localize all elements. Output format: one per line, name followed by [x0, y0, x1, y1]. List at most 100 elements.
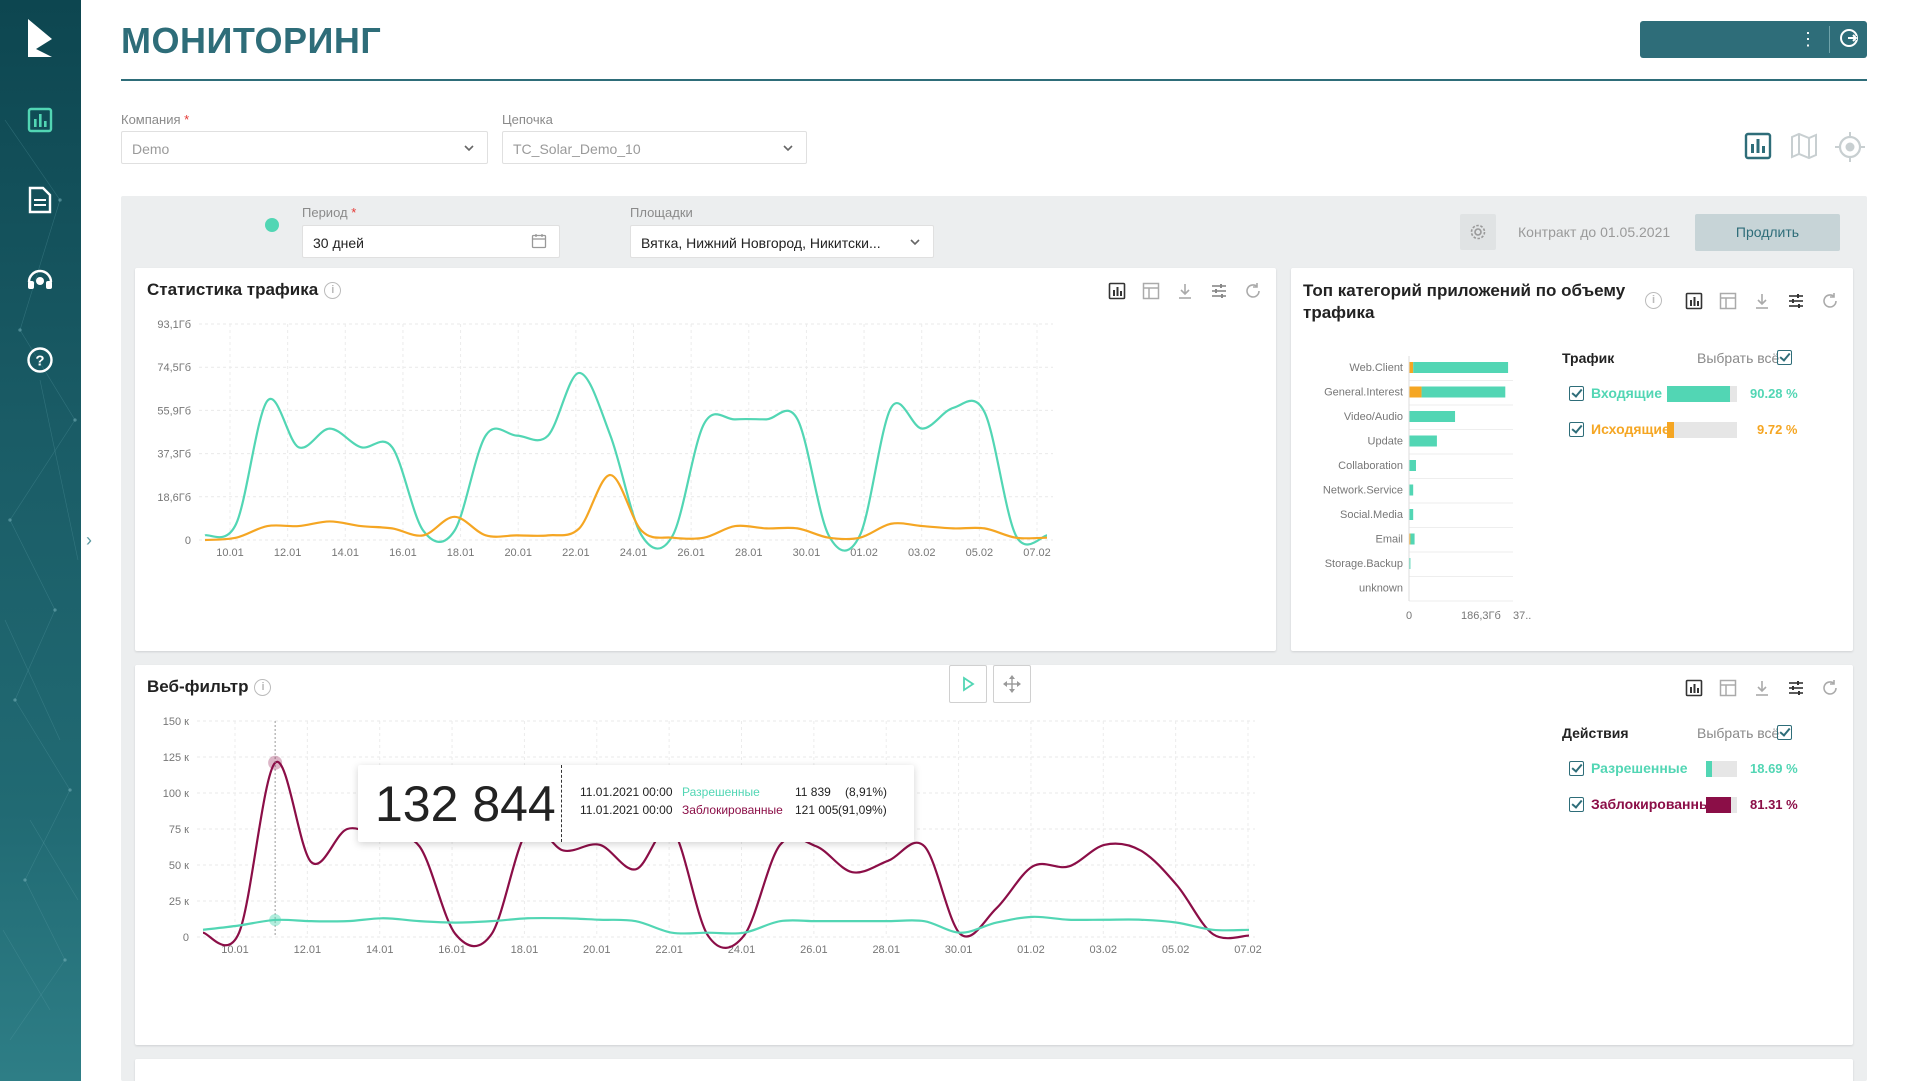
traffic-x-tick: 20.01 — [504, 547, 532, 559]
download-icon[interactable] — [1174, 280, 1196, 302]
more-menu-icon[interactable]: ⋮ — [1799, 29, 1817, 49]
apps-bar-incoming — [1409, 509, 1414, 520]
logout-icon[interactable] — [1838, 27, 1860, 54]
chain-value: TC_Solar_Demo_10 — [513, 141, 641, 157]
sites-select[interactable]: Вятка, Нижний Новгород, Никитски... — [630, 225, 934, 258]
move-arrows-icon[interactable] — [993, 665, 1031, 703]
traffic-x-tick: 12.01 — [274, 547, 302, 559]
play-button[interactable] — [949, 665, 987, 703]
traffic-series-line — [204, 371, 1048, 552]
tooltip-row-date: 11.01.2021 00:00 — [580, 803, 673, 817]
tooltip-row-pct: (91,09%) — [838, 803, 887, 817]
select-all-checkbox[interactable] — [1777, 350, 1792, 365]
refresh-icon[interactable] — [1819, 677, 1841, 699]
apps-card-title: Топ категорий приложений по объему трафик… — [1303, 281, 1626, 322]
incoming-pct: 90.28 % — [1750, 386, 1798, 401]
info-icon[interactable]: i — [324, 282, 342, 300]
document-nav-icon[interactable] — [20, 180, 60, 220]
company-value: Demo — [132, 141, 170, 157]
tooltip-row-name: Заблокированные — [682, 803, 783, 817]
logo-icon[interactable] — [20, 18, 60, 58]
svg-text:?: ? — [35, 353, 44, 370]
tooltip-row-value: 121 005 — [795, 803, 839, 817]
apps-bar-incoming — [1409, 435, 1437, 447]
apps-category-label: General.Interest — [1324, 387, 1403, 399]
select-all-checkbox[interactable] — [1777, 725, 1792, 740]
traffic-x-tick: 05.02 — [966, 547, 994, 559]
web-x-tick: 05.02 — [1162, 944, 1190, 956]
chart-nav-icon[interactable] — [20, 100, 60, 140]
blocked-label: Заблокированные — [1591, 796, 1719, 812]
top-user-bar[interactable]: ⋮ — [1640, 21, 1867, 58]
traffic-x-tick: 16.01 — [389, 547, 417, 559]
filter-sliders-icon[interactable] — [1785, 677, 1807, 699]
traffic-y-tick: 18,6Гб — [157, 492, 191, 504]
select-all-label: Выбрать всё — [1697, 725, 1780, 741]
bar-chart-icon[interactable] — [1683, 290, 1705, 312]
bar-chart-icon[interactable] — [1683, 677, 1705, 699]
sites-label: Площадки — [630, 205, 693, 220]
traffic-legend-header: Трафик — [1562, 350, 1615, 366]
chevron-down-icon — [463, 141, 475, 157]
filter-sliders-icon[interactable] — [1208, 280, 1230, 302]
chain-select[interactable]: TC_Solar_Demo_10 — [502, 131, 807, 164]
apps-bar-incoming — [1409, 558, 1411, 569]
download-icon[interactable] — [1751, 290, 1773, 312]
refresh-icon[interactable] — [1242, 280, 1264, 302]
apps-category-label: Collaboration — [1338, 460, 1403, 472]
blocked-checkbox[interactable] — [1569, 797, 1584, 812]
apps-bar-outgoing — [1409, 362, 1414, 373]
chart-tooltip: 132 844 11.01.2021 00:00 Разрешенные 11 … — [358, 765, 914, 842]
blocked-share-bar — [1706, 797, 1737, 813]
traffic-line-chart: 93,1Гб 74,5Гб 55,9Гб 37,3Гб 18,6Гб 0 10.01 12.0… — [157, 319, 1053, 559]
support-nav-icon[interactable] — [20, 260, 60, 300]
traffic-x-tick: 26.01 — [677, 547, 705, 559]
info-icon[interactable]: i — [254, 679, 272, 697]
outgoing-label: Исходящие — [1591, 421, 1670, 437]
web-x-tick: 26.01 — [800, 944, 828, 956]
bar-chart-icon[interactable] — [1106, 280, 1128, 302]
traffic-y-tick: 0 — [185, 535, 191, 547]
traffic-card-title: Статистика трафика i — [147, 280, 342, 300]
traffic-x-tick: 10.01 — [216, 547, 244, 559]
traffic-x-tick: 18.01 — [447, 547, 475, 559]
location-view-icon[interactable] — [1834, 131, 1866, 168]
expand-sidebar-icon[interactable]: › — [86, 530, 92, 550]
incoming-label: Входящие — [1591, 385, 1662, 401]
sidebar: ? — [0, 0, 81, 1081]
period-label: Период * — [302, 205, 357, 220]
settings-gear-icon[interactable] — [1460, 214, 1496, 250]
traffic-y-tick: 74,5Гб — [157, 362, 191, 374]
map-view-icon[interactable] — [1789, 131, 1819, 166]
table-icon[interactable] — [1717, 677, 1739, 699]
traffic-x-tick: 07.02 — [1023, 547, 1051, 559]
blocked-pct: 81.31 % — [1750, 797, 1798, 812]
apps-bar-incoming — [1410, 533, 1415, 545]
tooltip-total: 132 844 — [375, 776, 556, 832]
apps-x-tick: 186,3Гб — [1461, 610, 1501, 622]
web-y-tick: 0 — [183, 932, 189, 944]
table-icon[interactable] — [1140, 280, 1162, 302]
apps-x-tick: 0 — [1406, 610, 1412, 622]
incoming-checkbox[interactable] — [1569, 386, 1584, 401]
outgoing-checkbox[interactable] — [1569, 422, 1584, 437]
calendar-icon[interactable] — [531, 233, 547, 252]
traffic-y-tick: 93,1Гб — [157, 319, 191, 331]
period-select[interactable]: 30 дней — [302, 225, 560, 258]
apps-bar-incoming — [1421, 386, 1506, 398]
allowed-checkbox[interactable] — [1569, 761, 1584, 776]
refresh-icon[interactable] — [1819, 290, 1841, 312]
chart-view-icon[interactable] — [1743, 131, 1773, 166]
traffic-y-tick: 55,9Гб — [157, 405, 191, 417]
company-select[interactable]: Demo — [121, 131, 488, 164]
info-icon[interactable]: i — [1645, 292, 1662, 309]
renew-button[interactable]: Продлить — [1695, 214, 1840, 251]
web-series-line — [202, 760, 1250, 949]
web-toolbar — [1683, 677, 1841, 699]
help-nav-icon[interactable]: ? — [20, 340, 60, 380]
filter-sliders-icon[interactable] — [1785, 290, 1807, 312]
traffic-x-tick: 14.01 — [332, 547, 360, 559]
apps-bar-outgoing — [1409, 386, 1422, 398]
download-icon[interactable] — [1751, 677, 1773, 699]
table-icon[interactable] — [1717, 290, 1739, 312]
